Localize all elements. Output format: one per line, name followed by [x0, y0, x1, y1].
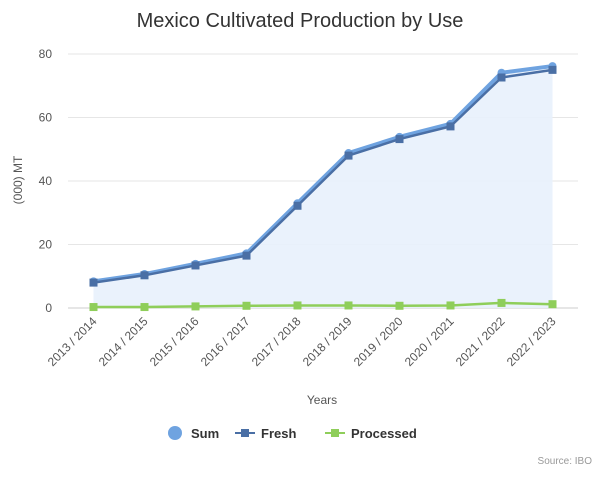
point-processed	[242, 301, 251, 310]
legend: Sum Fresh Processed	[168, 426, 417, 441]
y-tick-label: 60	[39, 111, 53, 125]
legend-label: Sum	[191, 426, 219, 441]
y-tick-label: 40	[39, 174, 53, 188]
y-tick-label: 20	[39, 238, 53, 252]
point-processed	[293, 301, 302, 310]
series-layer	[89, 62, 557, 312]
point-processed	[395, 301, 404, 310]
point-processed	[191, 302, 200, 311]
point-fresh	[548, 65, 557, 74]
legend-symbol	[241, 429, 249, 437]
point-processed	[548, 300, 557, 309]
area-layer	[93, 66, 553, 308]
x-tick-label: 2021 / 2022	[453, 314, 508, 369]
x-tick-label: 2018 / 2019	[300, 314, 355, 369]
y-axis-title: (000) MT	[11, 155, 25, 204]
legend-symbol	[168, 426, 182, 440]
x-tick-label: 2019 / 2020	[351, 314, 406, 369]
series-processed	[89, 298, 557, 312]
point-processed	[89, 303, 98, 312]
legend-item-sum: Sum	[168, 426, 219, 441]
series-line-sum	[93, 64, 553, 284]
point-fresh	[446, 122, 455, 131]
x-tick-label: 2015 / 2016	[147, 314, 202, 369]
x-tick-label: 2016 / 2017	[198, 314, 253, 369]
point-processed	[344, 301, 353, 310]
legend-item-fresh: Fresh	[235, 426, 296, 441]
point-fresh	[89, 278, 98, 287]
point-processed	[446, 301, 455, 310]
series-fresh	[89, 65, 557, 287]
y-axis-ticks: 0 20 40 60 80	[39, 47, 53, 315]
x-tick-label: 2017 / 2018	[249, 314, 304, 369]
x-tick-label: 2020 / 2021	[402, 314, 457, 369]
point-processed	[140, 303, 149, 312]
series-line-fresh	[93, 68, 553, 284]
legend-symbol	[331, 429, 339, 437]
x-tick-label: 2013 / 2014	[45, 314, 100, 369]
point-fresh	[497, 73, 506, 82]
point-fresh	[191, 261, 200, 270]
x-axis-title: Years	[307, 393, 337, 407]
chart-credit: Source: IBO	[538, 456, 593, 467]
point-processed	[497, 298, 506, 307]
point-fresh	[293, 201, 302, 210]
series-line-processed	[93, 301, 553, 309]
sum-area	[93, 66, 553, 308]
point-fresh	[140, 271, 149, 280]
point-fresh	[395, 135, 404, 144]
legend-label: Fresh	[261, 426, 296, 441]
chart-title: Mexico Cultivated Production by Use	[137, 10, 464, 32]
x-tick-label: 2022 / 2023	[504, 314, 559, 369]
legend-label: Processed	[351, 426, 417, 441]
y-tick-label: 0	[45, 301, 52, 315]
point-fresh	[242, 251, 251, 260]
legend-item-processed: Processed	[325, 426, 417, 441]
y-tick-label: 80	[39, 47, 53, 61]
point-fresh	[344, 151, 353, 160]
x-tick-label: 2014 / 2015	[96, 314, 151, 369]
